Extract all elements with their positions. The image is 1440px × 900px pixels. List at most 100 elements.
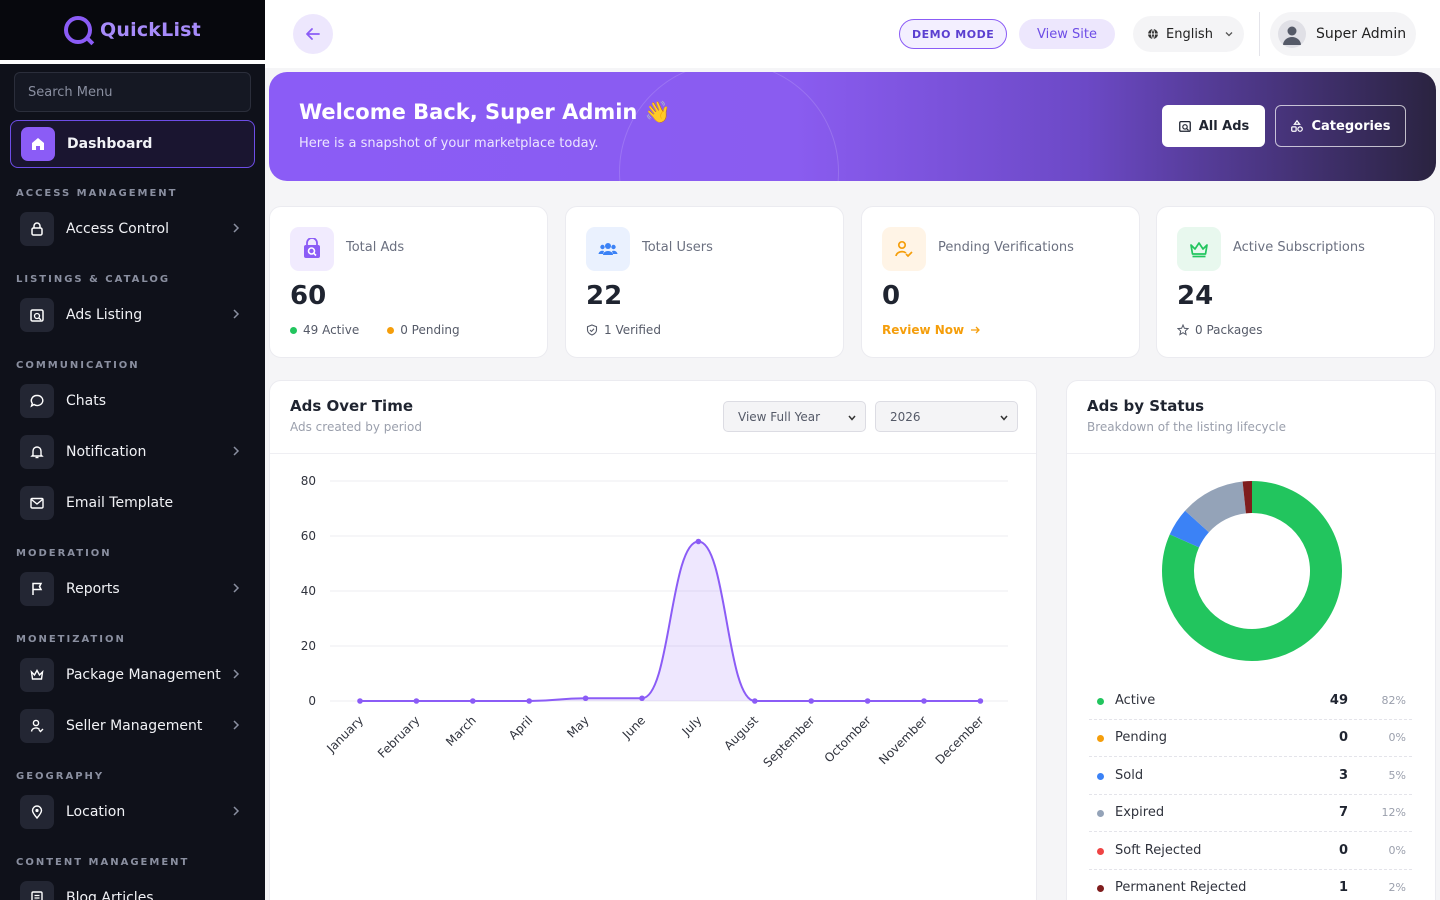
user-menu[interactable]: Super Admin [1270,12,1416,56]
panel-divider [1067,453,1435,454]
status-row: Expired 7 12% [1089,795,1412,833]
panel-divider [270,453,1036,454]
data-point [526,698,532,704]
section-title: MONETIZATION [16,634,126,645]
year-select[interactable]: 2026 [875,401,1018,432]
status-dot-icon [1097,772,1104,780]
search-menu-input[interactable] [28,84,237,100]
ads-by-status-panel: Ads by Status Breakdown of the listing l… [1066,380,1436,900]
status-percent: 2% [1388,881,1406,894]
stat-foot: 1 Verified [586,323,661,337]
chat-icon [20,384,54,418]
categories-icon [1291,119,1304,132]
review-now-link[interactable]: Review Now [882,323,981,337]
crown-icon [20,658,54,692]
brand[interactable]: QuickList [0,0,265,64]
verified-count: 1 Verified [604,323,661,337]
sidebar-item-label: Package Management [66,667,221,683]
panel-subtitle: Ads created by period [290,420,422,434]
categories-label: Categories [1311,118,1391,134]
section-title: CONTENT MANAGEMENT [16,857,190,868]
sidebar-item-label: Chats [66,393,107,409]
sidebar-item-label: Email Template [66,495,174,511]
sidebar-item-notification[interactable]: Notification [10,428,255,476]
sidebar-item-label: Seller Management [66,718,203,734]
section-title: ACCESS MANAGEMENT [16,188,178,199]
sidebar-item-package-management[interactable]: Package Management [10,651,255,699]
sidebar-item-reports[interactable]: Reports [10,565,255,613]
panel-subtitle: Breakdown of the listing lifecycle [1087,420,1286,434]
data-point [752,698,758,704]
stat-card-total-users[interactable]: Total Users 22 1 Verified [565,206,844,358]
y-tick-label: 80 [301,474,316,488]
section-title: GEOGRAPHY [16,771,105,782]
stat-value: 24 [1177,281,1214,311]
data-point [582,695,589,702]
sidebar-item-email-template[interactable]: Email Template [10,479,255,527]
sidebar-item-seller-management[interactable]: Seller Management [10,702,255,750]
status-percent: 82% [1381,694,1406,707]
view-site-button[interactable]: View Site [1019,19,1115,49]
x-tick-label: August [721,713,761,753]
x-tick-label: July [679,713,705,739]
chevron-down-icon [1225,32,1233,37]
panel-title: Ads by Status [1087,397,1205,415]
flag-icon [20,572,54,606]
search-menu[interactable] [14,72,251,112]
donut-slice-sold [1169,510,1210,548]
packages-count: 0 Packages [1195,323,1263,337]
pending-dot-icon [387,326,395,334]
x-tick-label: Octomber [822,713,874,765]
status-dot-icon [1097,698,1104,705]
sidebar-item-label: Location [66,804,126,820]
language-select[interactable]: English [1133,16,1244,52]
map-pin-icon [20,795,54,829]
quicklist-logo-icon [64,16,93,44]
status-name: Soft Rejected [1115,842,1202,858]
sidebar-item-location[interactable]: Location [10,788,255,836]
sidebar-item-dashboard[interactable]: Dashboard [10,120,255,168]
status-count: 49 [1329,693,1348,708]
demo-mode-badge: DEMO MODE [899,19,1008,49]
all-ads-button[interactable]: All Ads [1162,105,1265,147]
data-point [977,698,984,704]
period-select[interactable]: View Full Year [723,401,866,432]
status-row: Pending 0 0% [1089,720,1412,758]
stat-label: Total Ads [346,240,405,255]
status-count: 0 [1338,842,1348,858]
sidebar-item-access-control[interactable]: Access Control [10,205,255,253]
stat-card-pending-verifications[interactable]: Pending Verifications 0 Review Now [861,206,1140,358]
status-name: Permanent Rejected [1115,880,1247,895]
section-title: MODERATION [16,548,112,559]
stat-card-total-ads[interactable]: Total Ads 60 49 Active 0 Pending [269,206,548,358]
stat-card-active-subscriptions[interactable]: Active Subscriptions 24 0 Packages [1156,206,1435,358]
chevron-down-icon [848,415,856,421]
topbar-divider [1259,12,1260,56]
sidebar: QuickList Dashboard ACCESS MANAGEMENT Ac… [0,0,265,900]
status-name: Sold [1115,767,1144,783]
chevron-right-icon [233,806,240,816]
sidebar-item-chats[interactable]: Chats [10,377,255,425]
sidebar-item-label: Blog Articles [66,890,154,900]
chevron-down-icon [1000,415,1008,421]
user-icon [1283,26,1301,45]
status-dot-icon [1097,847,1104,855]
status-name: Expired [1115,805,1165,821]
sidebar-item-ads-listing[interactable]: Ads Listing [10,291,255,339]
ads-over-time-panel: Ads Over Time Ads created by period View… [269,380,1037,900]
status-row: Active 49 82% [1089,683,1412,720]
article-icon [20,881,54,900]
status-percent: 5% [1388,768,1406,782]
star-icon [1177,324,1189,336]
categories-button[interactable]: Categories [1275,105,1406,147]
active-dot-icon [290,326,297,334]
ad-search-icon [20,298,54,332]
status-row: Permanent Rejected 1 2% [1089,870,1412,900]
back-button[interactable] [293,14,333,54]
sidebar-item-blog-articles[interactable]: Blog Articles [10,874,255,900]
review-now-label: Review Now [882,323,965,337]
status-dot-icon [1097,885,1104,892]
status-count: 1 [1338,880,1348,895]
data-point [470,698,476,704]
x-tick-label: September [761,713,818,770]
